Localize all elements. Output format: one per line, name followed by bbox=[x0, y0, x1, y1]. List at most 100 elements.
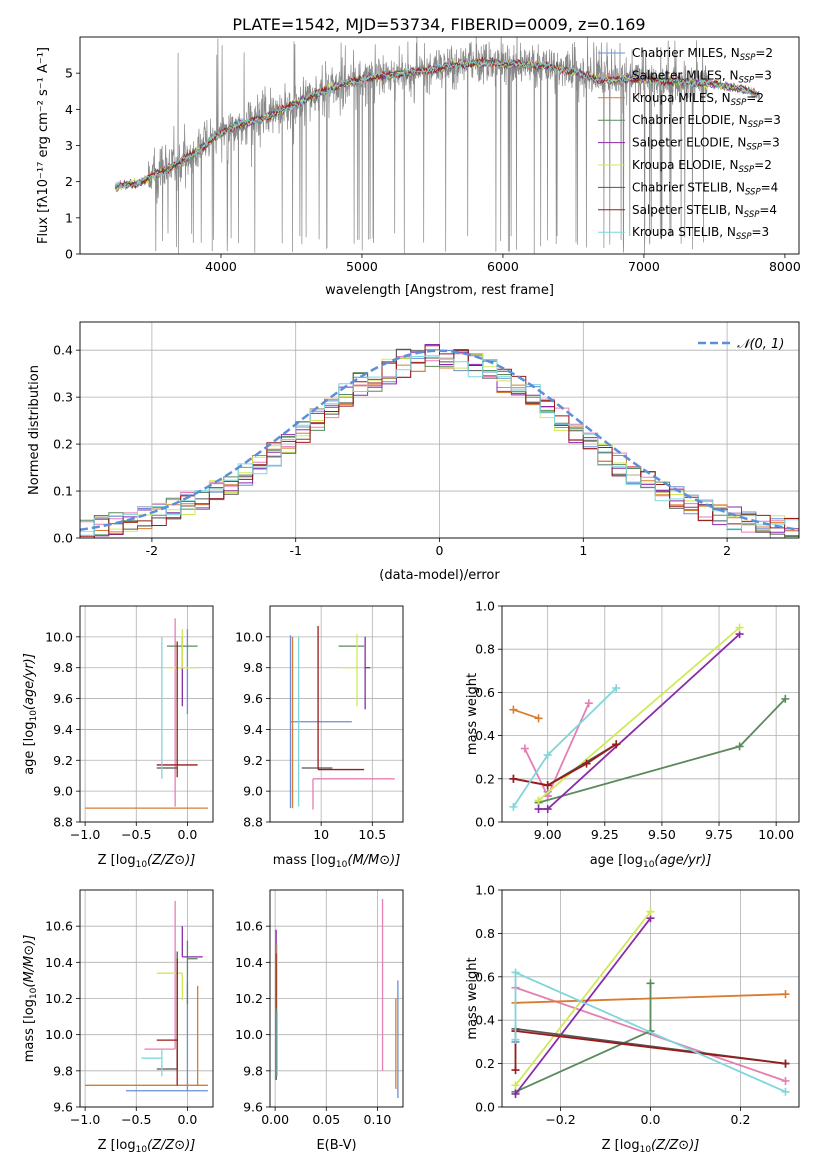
series-marker bbox=[511, 1066, 520, 1075]
panel-residuals: -2 -1 0 1 2 0.0 0.1 0.2 0.3 0.4 𝒩(0, 1) (data-model… bbox=[27, 321, 800, 583]
histogram-kroupa-stelib bbox=[80, 355, 799, 537]
series-kroupa-elodie bbox=[534, 623, 744, 805]
errorbar-point-salpeter-miles bbox=[144, 900, 176, 1050]
legend-label-chabrier-stelib: Chabrier STELIB, NSSP=4 bbox=[632, 180, 778, 197]
y-tick-label: 9.2 bbox=[53, 753, 73, 768]
x-tick-label: 9.75 bbox=[705, 827, 733, 842]
figure-title: PLATE=1542, MJD=53734, FIBERID=0009, z=0… bbox=[232, 15, 645, 34]
legend-label-salpeter-miles: Salpeter MILES, NSSP=3 bbox=[632, 68, 772, 85]
mass-vs-Z-plot-area bbox=[85, 900, 208, 1092]
errorbar-point-kroupa-elodie bbox=[166, 629, 198, 669]
y-tick-label: 9.0 bbox=[53, 784, 73, 799]
series-marker bbox=[612, 740, 621, 749]
y-tick-label: 10.0 bbox=[45, 1027, 73, 1042]
y-tick-label: 0.0 bbox=[475, 815, 495, 830]
y-tick-label: 0.0 bbox=[475, 1100, 495, 1115]
series-marker bbox=[509, 705, 518, 714]
x-tick-label: 1 bbox=[579, 543, 587, 558]
x-tick-label: -1 bbox=[289, 543, 301, 558]
y-tick-label: 10.4 bbox=[235, 955, 263, 970]
y-tick-label: 9.6 bbox=[53, 1100, 73, 1115]
mass-vs-EBV-plot-area bbox=[275, 899, 399, 1098]
series-line bbox=[514, 917, 652, 1095]
y-tick-label: 0.1 bbox=[53, 484, 73, 499]
errorbar-point-salpeter-elodie bbox=[364, 636, 371, 710]
mass-weight-vs-age-plot-area bbox=[509, 623, 790, 814]
panel-mass-weight-vs-age: 9.00 9.25 9.50 9.75 10.00 0.0 0.2 0.4 0.6 0.8 1.0 a… bbox=[465, 599, 800, 870]
y-axis-label: mass weight bbox=[465, 957, 480, 1039]
y-tick-label: 0.6 bbox=[475, 685, 495, 700]
legend-label-kroupa-miles: Kroupa MILES, NSSP=2 bbox=[632, 91, 764, 108]
x-tick-label: 4000 bbox=[205, 259, 237, 274]
y-tick-label: 10.0 bbox=[45, 629, 73, 644]
x-axis-label: (data-model)/error bbox=[379, 568, 500, 583]
y-tick-label: 1.0 bbox=[475, 883, 495, 898]
y-tick-label: 1 bbox=[65, 210, 73, 225]
panel-mass-vs-Z: −1.0 −0.5 0.0 9.6 9.8 10.0 10.2 10.4 10.6 Z [log1… bbox=[22, 889, 214, 1155]
legend-label-chabrier-elodie: Chabrier ELODIE, NSSP=3 bbox=[632, 113, 781, 130]
y-tick-label: 10.6 bbox=[45, 919, 73, 934]
y-tick-label: 9.6 bbox=[53, 691, 73, 706]
x-tick-label: 10.00 bbox=[758, 827, 794, 842]
series-marker bbox=[511, 968, 520, 977]
y-tick-label: 9.0 bbox=[243, 784, 263, 799]
legend-label-normal: 𝒩(0, 1) bbox=[737, 337, 784, 352]
y-tick-label: 0.2 bbox=[475, 771, 495, 786]
y-tick-label: 8.8 bbox=[243, 815, 263, 830]
x-tick-label: 9.00 bbox=[534, 827, 562, 842]
y-tick-label: 10.2 bbox=[45, 991, 73, 1006]
errorbar-point-kroupa-elodie bbox=[341, 633, 358, 707]
series-marker bbox=[646, 907, 655, 916]
errorbar-point-salpeter-miles bbox=[312, 778, 395, 810]
series-marker bbox=[543, 781, 552, 790]
panel-spectrum: 4000 5000 6000 7000 8000 0 1 2 3 4 5 Chabrier MILES… bbox=[36, 36, 801, 298]
axes-frame bbox=[79, 36, 800, 255]
x-tick-label: −0.2 bbox=[545, 1112, 575, 1127]
y-tick-label: 9.8 bbox=[243, 660, 263, 675]
x-axis-label: Z [log10(Z/Z⊙)] bbox=[602, 1138, 700, 1155]
y-tick-label: 0.8 bbox=[475, 926, 495, 941]
y-tick-label: 0.3 bbox=[53, 390, 73, 405]
x-tick-label: 6000 bbox=[487, 259, 519, 274]
panel-mass-vs-EBV: 0.00 0.05 0.10 9.6 9.8 10.0 10.2 10.4 10.6 E(B-V) bbox=[235, 889, 404, 1153]
x-tick-label: 0.00 bbox=[261, 1112, 289, 1127]
series-marker bbox=[781, 1087, 790, 1096]
errorbar-point-salpeter-stelib bbox=[317, 626, 365, 771]
x-tick-label: 10.5 bbox=[358, 827, 386, 842]
spectrum-legend: Chabrier MILES, NSSP=2 Salpeter MILES, NS… bbox=[598, 46, 781, 242]
x-tick-label: −0.5 bbox=[121, 827, 151, 842]
x-tick-label: 9.50 bbox=[648, 827, 676, 842]
series-marker bbox=[543, 751, 552, 760]
series-marker bbox=[511, 1089, 520, 1098]
y-tick-label: 0 bbox=[65, 247, 73, 262]
x-axis-label: wavelength [Angstrom, rest frame] bbox=[325, 283, 554, 298]
mass-weight-vs-Z-plot-area bbox=[511, 907, 790, 1098]
axes-frame bbox=[79, 321, 800, 539]
series-line bbox=[538, 633, 741, 810]
axes-frame bbox=[501, 605, 800, 823]
series-kroupa-stelib bbox=[511, 968, 790, 1096]
errorbar-point-salpeter-stelib bbox=[156, 958, 178, 1086]
y-tick-label: 10.0 bbox=[235, 1027, 263, 1042]
series-salpeter-stelib bbox=[509, 740, 621, 790]
x-tick-label: 0.0 bbox=[177, 827, 197, 842]
series-marker bbox=[509, 802, 518, 811]
errorbar-point-salpeter-stelib bbox=[156, 641, 198, 778]
legend-label-kroupa-elodie: Kroupa ELODIE, NSSP=2 bbox=[632, 158, 772, 175]
panel-age-vs-mass: 10 10.5 8.8 9.0 9.2 9.4 9.6 9.8 10.0 mass [log10(… bbox=[235, 605, 404, 870]
y-tick-label: 0.4 bbox=[475, 1013, 495, 1028]
y-tick-label: 0.6 bbox=[475, 969, 495, 984]
y-tick-label: 0.0 bbox=[53, 531, 73, 546]
series-marker bbox=[511, 1035, 520, 1044]
series-line bbox=[514, 911, 652, 1086]
y-tick-label: 0.4 bbox=[475, 728, 495, 743]
x-tick-label: -2 bbox=[146, 543, 158, 558]
series-marker bbox=[735, 742, 744, 751]
x-axis-label: Z [log10(Z/Z⊙)] bbox=[98, 1138, 196, 1155]
x-tick-label: 7000 bbox=[628, 259, 660, 274]
y-tick-label: 9.8 bbox=[243, 1063, 263, 1078]
y-tick-label: 9.8 bbox=[53, 660, 73, 675]
errorbar-point-chabrier-stelib bbox=[156, 951, 178, 1070]
axes-frame bbox=[501, 889, 800, 1108]
